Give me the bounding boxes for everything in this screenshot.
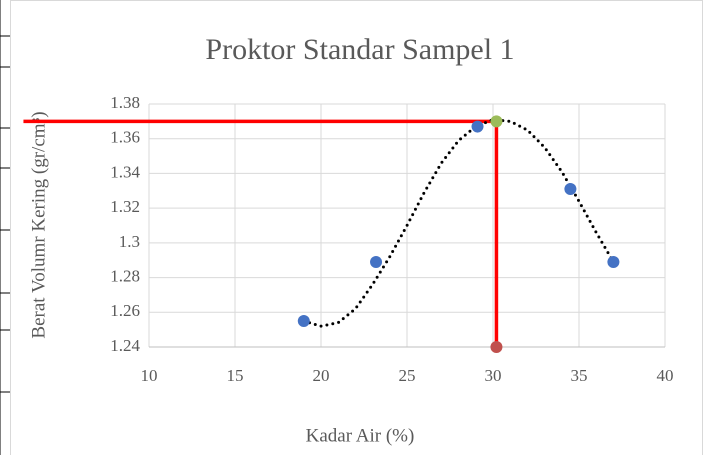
chart-border: [10, 0, 703, 455]
y-tick-label: 1.3: [119, 232, 140, 251]
x-tick-label: 25: [399, 366, 416, 385]
y-tick-label: 1.26: [110, 301, 140, 320]
x-axis-label: Kadar Air (%): [306, 425, 415, 446]
y-tick-label: 1.24: [110, 336, 140, 355]
x-tick-label: 20: [313, 366, 330, 385]
x-tick-label: 35: [571, 366, 588, 385]
chart-title: Proktor Standar Sampel 1: [205, 33, 514, 66]
x-tick-label: 15: [227, 366, 244, 385]
y-tick-label: 1.38: [110, 93, 140, 112]
x-tick-label: 40: [657, 366, 674, 385]
data-point: [297, 314, 310, 327]
y-tick-label: 1.28: [110, 266, 140, 285]
y-axis-label: Berat Volumr Kering (gr/cm³): [28, 111, 49, 338]
table-fragment: [0, 0, 10, 455]
data-point: [370, 255, 383, 268]
y-tick-label: 1.34: [110, 162, 140, 181]
data-point: [490, 115, 503, 128]
data-point: [564, 183, 577, 196]
x-tick-label: 30: [485, 366, 502, 385]
x-tick-label: 10: [141, 366, 158, 385]
data-point: [490, 341, 503, 353]
data-point: [607, 255, 620, 268]
data-point: [471, 120, 484, 133]
y-tick-label: 1.36: [110, 128, 140, 147]
y-tick-label: 1.32: [110, 197, 140, 216]
